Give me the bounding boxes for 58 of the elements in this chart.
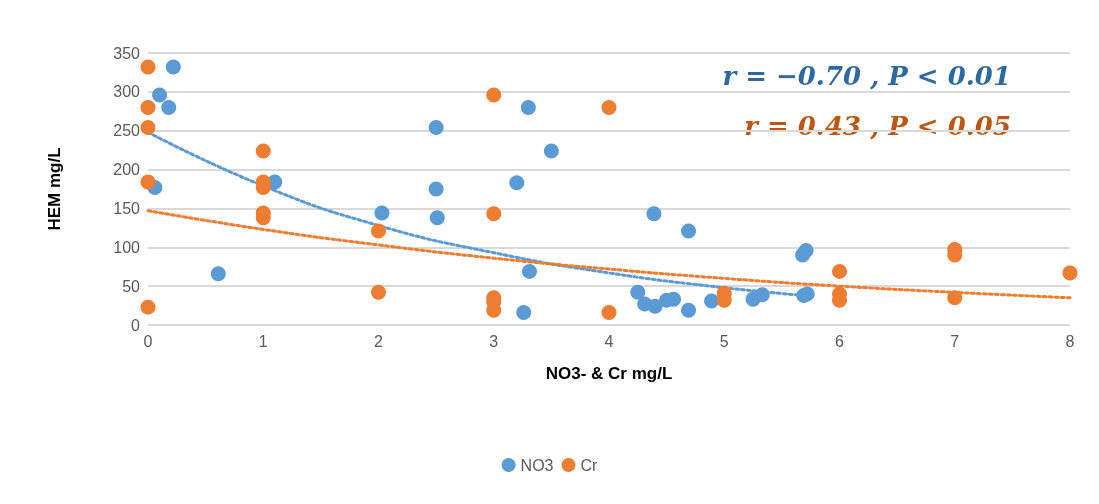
point xyxy=(521,263,537,279)
y-tick-label: 200 xyxy=(113,161,141,179)
point xyxy=(832,263,847,279)
point xyxy=(754,287,770,303)
y-tick-label: 100 xyxy=(113,238,141,256)
point xyxy=(630,284,646,300)
point xyxy=(140,59,156,75)
point xyxy=(947,290,963,306)
x-tick-label: 8 xyxy=(1065,332,1075,350)
legend-label: NO3 xyxy=(520,456,554,474)
point xyxy=(165,59,181,75)
point xyxy=(601,305,617,321)
point xyxy=(486,206,502,222)
y-tick-label: 150 xyxy=(113,199,141,217)
point xyxy=(646,206,662,222)
point xyxy=(647,298,663,314)
point xyxy=(428,181,444,197)
point xyxy=(516,305,532,321)
x-tick-label: 7 xyxy=(950,332,960,350)
point xyxy=(161,99,177,115)
y-axis-title: HEM mg/L xyxy=(45,147,64,231)
y-tick-label: 350 xyxy=(113,44,141,62)
point xyxy=(1062,265,1078,281)
x-tick-label: 6 xyxy=(835,332,845,350)
point xyxy=(152,87,168,103)
point xyxy=(140,299,156,315)
point xyxy=(601,99,617,115)
point xyxy=(140,174,156,190)
y-tick-label: 300 xyxy=(113,83,141,101)
point xyxy=(704,293,720,309)
y-tick-label: 50 xyxy=(122,277,141,295)
point xyxy=(543,143,559,159)
legend-label: Cr xyxy=(580,456,599,474)
x-tick-label: 2 xyxy=(374,332,384,350)
point xyxy=(798,242,814,258)
point xyxy=(520,99,536,115)
x-tick-label: 5 xyxy=(719,332,729,350)
point xyxy=(140,99,156,115)
point xyxy=(681,223,697,239)
point xyxy=(486,87,502,103)
x-axis-title: NO3- & Cr mg/L xyxy=(545,364,673,383)
point xyxy=(681,302,697,318)
point xyxy=(429,210,445,226)
y-tick-label: 0 xyxy=(131,316,141,334)
point xyxy=(210,266,226,282)
point xyxy=(371,284,386,300)
point xyxy=(140,120,156,136)
point xyxy=(371,223,386,239)
point xyxy=(255,143,271,159)
annotation: r = −0.70 , P < 0.01 xyxy=(722,61,1012,91)
x-tick-label: 4 xyxy=(604,332,614,350)
point xyxy=(509,175,525,191)
x-tick-label: 1 xyxy=(258,332,268,350)
point xyxy=(374,205,390,221)
y-tick-label: 250 xyxy=(113,122,141,140)
x-tick-label: 0 xyxy=(143,332,153,350)
x-tick-label: 3 xyxy=(489,332,499,350)
point xyxy=(428,120,444,136)
